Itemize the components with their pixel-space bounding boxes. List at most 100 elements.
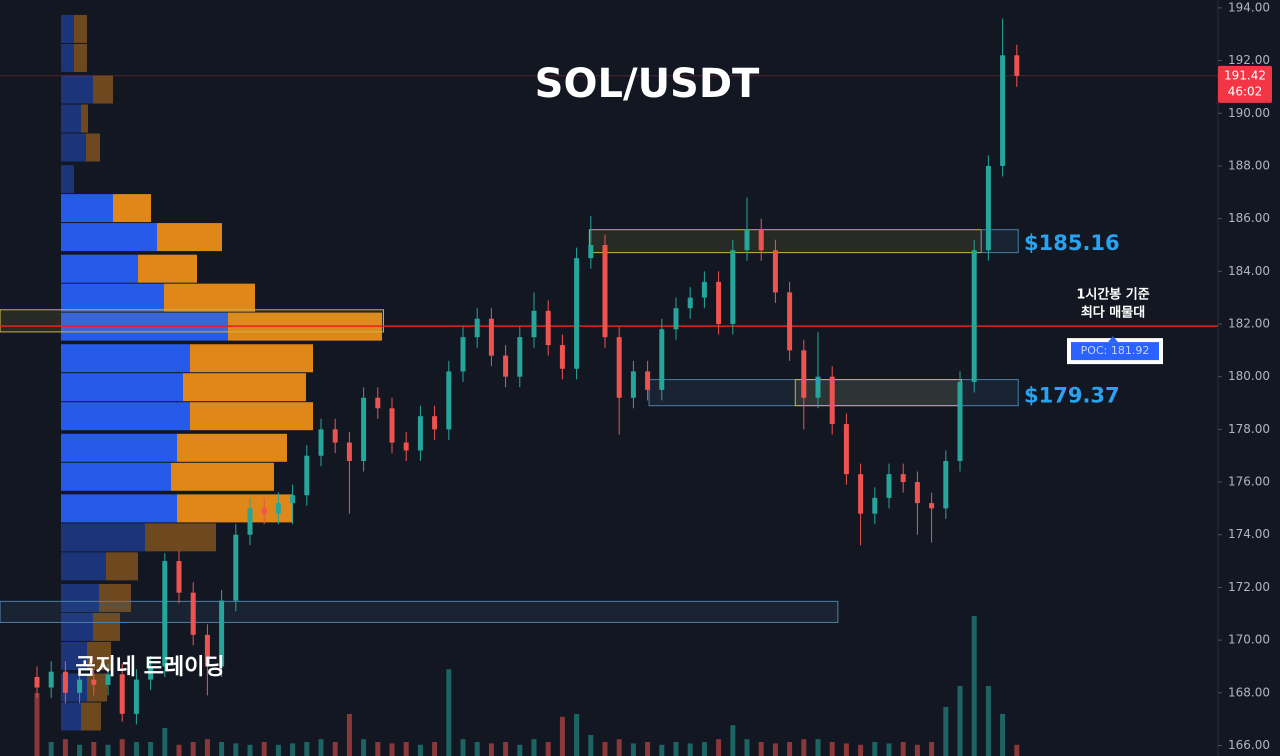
candle-body [417,416,423,451]
candle-body [219,600,225,667]
volume-bar [304,742,310,756]
y-tick-label: 190.00 [1228,106,1270,120]
profile-buy-bar [61,702,81,731]
candle-body [332,429,338,443]
profile-sell-bar [113,194,151,223]
profile-sell-bar [106,552,138,581]
y-tick-label: 188.00 [1228,158,1270,172]
profile-sell-bar [81,702,101,731]
candle-body [34,676,40,688]
candle-body [403,442,409,451]
volume-bar [943,707,949,756]
last-price: 191.42 [1224,68,1266,82]
volume-bar [531,739,537,756]
candle-body [630,371,636,398]
volume-bar [659,744,665,756]
candle-body [843,424,849,475]
volume-bar [545,742,551,756]
candle-body [119,674,125,714]
volume-bar [133,742,139,756]
profile-buy-bar [61,283,164,312]
candle-body [275,503,281,514]
volume-bar [77,744,83,756]
candle-body [105,674,111,685]
candle-body [744,229,750,251]
profile-sell-bar [87,641,111,670]
candle-body [716,281,722,324]
volume-bar [744,739,750,756]
candle-body [929,503,935,509]
profile-sell-bar [74,43,87,72]
y-tick-label: 172.00 [1228,580,1270,594]
profile-sell-bar [93,612,120,641]
chart-title: SOL/USDT [535,61,760,107]
profile-sell-bar [164,283,255,312]
candle-body [531,310,537,338]
volume-bar [162,728,168,756]
volume-bar [261,742,267,756]
volume-bar [48,742,54,756]
level-label: $179.37 [1024,383,1120,407]
volume-bar [971,616,977,756]
volume-bar [758,742,764,756]
profile-buy-bar [61,373,183,402]
profile-buy-bar [61,14,74,43]
volume-bar [858,744,864,756]
candle-body [971,250,977,382]
volume-bar [559,716,565,756]
volume-bar [985,686,991,756]
candle-body [588,244,594,259]
profile-buy-bar [61,344,190,373]
y-tick-label: 186.00 [1228,211,1270,225]
volume-bar [645,742,651,756]
profile-sell-bar [93,75,113,104]
volume-bar [474,742,480,756]
candle-body [616,337,622,398]
profile-sell-bar [86,133,100,162]
volume-bar [787,742,793,756]
level-label: $185.16 [1024,231,1120,255]
profile-buy-bar [61,612,93,641]
candle-body [133,679,139,714]
volume-bar [503,742,509,756]
candle-body [432,416,438,430]
candle-body [517,337,523,377]
profile-buy-bar [61,583,99,612]
y-tick-label: 176.00 [1228,475,1270,489]
volume-bar [204,739,210,756]
volume-bar [247,744,253,756]
candle-body [815,376,821,398]
candle-body [730,250,736,324]
candle-body [758,229,764,251]
y-tick-label: 180.00 [1228,369,1270,383]
profile-buy-bar [61,165,74,194]
volume-bar [730,725,736,756]
zone [0,600,839,623]
volume-bar [630,743,636,756]
candle-body [673,308,679,330]
volume-bar [318,739,324,756]
profile-sell-bar [177,494,293,523]
candle-body [787,292,793,351]
candle-body [602,244,608,338]
candle-body [346,442,352,461]
zone [0,309,384,333]
candle-body [318,429,324,456]
profile-sell-bar [190,402,313,431]
volume-bar [460,739,466,756]
y-tick-label: 194.00 [1228,0,1270,14]
profile-buy-bar [61,223,157,252]
volume-bar [275,744,281,756]
candle-body [204,634,210,667]
volume-bar [346,714,352,756]
candle-body [446,371,452,430]
candle-body [872,497,878,514]
profile-sell-bar [190,344,313,373]
zone [588,229,982,254]
candle-body [574,258,580,369]
candle-body [389,408,395,443]
y-tick-label: 182.00 [1228,317,1270,331]
volume-bar [148,742,154,756]
volume-bar [389,743,395,756]
poc-note: 최다 매물대 [1081,305,1145,321]
